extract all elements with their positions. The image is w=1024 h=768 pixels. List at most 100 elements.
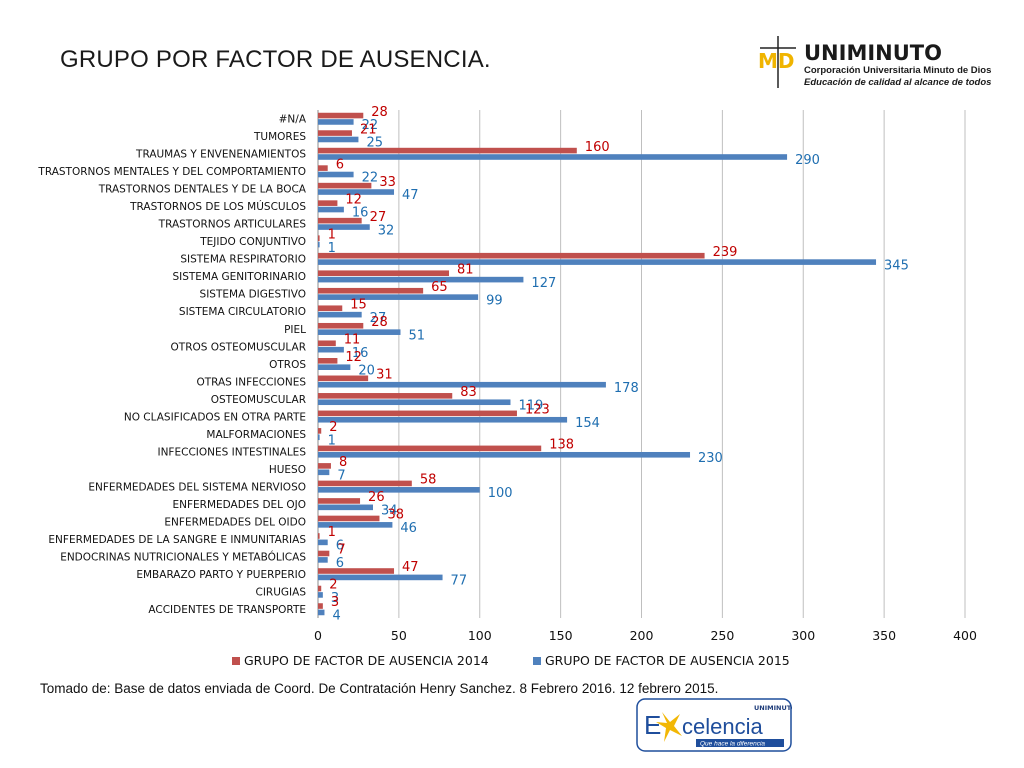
category-label: ENDOCRINAS NUTRICIONALES Y METABÓLICAS bbox=[60, 550, 306, 563]
bar-2015 bbox=[318, 557, 328, 563]
data-label-2014: 2 bbox=[329, 420, 337, 435]
category-label: INFECCIONES INTESTINALES bbox=[157, 446, 306, 458]
data-label-2014: 15 bbox=[350, 297, 367, 312]
bar-2015 bbox=[318, 259, 877, 265]
x-tick-label: 200 bbox=[630, 628, 654, 643]
bar-2014 bbox=[318, 568, 395, 574]
x-tick-label: 350 bbox=[872, 628, 896, 643]
bar-2015 bbox=[318, 136, 359, 143]
md-emblem-icon: MD bbox=[758, 36, 796, 88]
data-label-2014: 138 bbox=[549, 438, 574, 453]
x-tick-label: 250 bbox=[710, 628, 734, 643]
source-note: Tomado de: Base de datos enviada de Coor… bbox=[40, 681, 719, 696]
data-label-2015: 4 bbox=[332, 609, 340, 624]
x-tick-labels: 0 50 100 150 200 250 300 350 400 bbox=[314, 628, 977, 643]
data-label-2015: 99 bbox=[486, 293, 503, 308]
bar-2015 bbox=[318, 487, 480, 493]
bar-2014 bbox=[318, 533, 320, 539]
data-label-2015: 16 bbox=[352, 346, 369, 361]
bar-2015 bbox=[318, 574, 443, 581]
bar-2015 bbox=[318, 224, 370, 230]
bar-2015 bbox=[318, 381, 606, 388]
bar-2014 bbox=[318, 585, 322, 592]
data-label-2015: 230 bbox=[698, 451, 723, 466]
data-label-2015: 16 bbox=[352, 206, 369, 221]
data-label-2014: 83 bbox=[460, 385, 477, 400]
bar-2014 bbox=[318, 463, 331, 469]
legend: GRUPO DE FACTOR DE AUSENCIA 2014 GRUPO DE… bbox=[232, 653, 790, 668]
data-label-2015: 6 bbox=[336, 539, 344, 554]
data-label-2014: 12 bbox=[345, 192, 362, 207]
logo-line2: Educación de calidad al alcance de todos bbox=[804, 77, 991, 88]
category-label: NO CLASIFICADOS EN OTRA PARTE bbox=[124, 411, 306, 423]
category-label: TRASTORNOS DE LOS MÚSCULOS bbox=[129, 200, 306, 213]
bar-2015 bbox=[318, 189, 395, 195]
excelencia-rest: celencia bbox=[682, 714, 763, 739]
logo-mark-text: MD bbox=[758, 49, 795, 73]
category-label: OTROS OSTEOMUSCULAR bbox=[171, 341, 306, 353]
bar-2014 bbox=[318, 498, 361, 504]
data-label-2014: 7 bbox=[337, 543, 345, 558]
bar-2015 bbox=[318, 154, 788, 160]
x-tick-label: 150 bbox=[549, 628, 573, 643]
data-label-2014: 160 bbox=[585, 140, 610, 155]
bar-2014 bbox=[318, 428, 322, 434]
data-label-2014: 28 bbox=[371, 105, 388, 120]
data-label-2015: 154 bbox=[575, 416, 600, 431]
bar-2015 bbox=[318, 294, 479, 300]
category-label: SISTEMA CIRCULATORIO bbox=[179, 306, 306, 318]
data-label-2015: 47 bbox=[402, 188, 419, 203]
bar-2015 bbox=[318, 119, 354, 125]
data-label-2014: 47 bbox=[402, 560, 419, 575]
bar-2015 bbox=[318, 434, 320, 441]
x-tick-label: 0 bbox=[314, 628, 322, 643]
bar-2015 bbox=[318, 451, 691, 458]
bar-2014 bbox=[318, 200, 338, 206]
category-label: SISTEMA DIGESTIVO bbox=[200, 289, 306, 301]
data-label-2015: 119 bbox=[518, 398, 543, 413]
logo-line1: Corporación Universitaria Minuto de Dios bbox=[804, 65, 991, 76]
x-tick-label: 50 bbox=[391, 628, 407, 643]
category-label: OTRAS INFECCIONES bbox=[196, 376, 306, 388]
bar-2014 bbox=[318, 322, 364, 329]
data-label-2015: 6 bbox=[336, 556, 344, 571]
bar-2014 bbox=[318, 603, 323, 609]
category-label: OSTEOMUSCULAR bbox=[211, 394, 306, 406]
legend-label-2015: GRUPO DE FACTOR DE AUSENCIA 2015 bbox=[545, 653, 790, 668]
category-label: CIRUGIAS bbox=[256, 587, 307, 599]
data-label-2014: 239 bbox=[713, 245, 738, 260]
data-label-2014: 3 bbox=[331, 595, 339, 610]
data-label-2015: 178 bbox=[614, 381, 639, 396]
excelencia-tagline: Que hace la diferencia bbox=[700, 741, 765, 748]
category-label: TRAUMAS Y ENVENENAMIENTOS bbox=[135, 149, 306, 161]
bar-2015 bbox=[318, 311, 362, 318]
bar-2014 bbox=[318, 252, 705, 259]
bar-2015 bbox=[318, 346, 344, 353]
data-label-2014: 21 bbox=[360, 122, 377, 137]
bar-2015 bbox=[318, 469, 330, 476]
data-label-2015: 77 bbox=[451, 574, 468, 589]
category-label: OTROS bbox=[269, 359, 306, 371]
bar-2015 bbox=[318, 399, 511, 406]
data-label-2014: 1 bbox=[328, 227, 336, 242]
category-label: HUESO bbox=[269, 464, 306, 476]
bar-2014 bbox=[318, 217, 362, 224]
bar-2015 bbox=[318, 592, 323, 598]
bar-2014 bbox=[318, 410, 517, 417]
category-label: EMBARAZO PARTO Y PUERPERIO bbox=[136, 569, 306, 581]
data-label-2015: 1 bbox=[328, 241, 336, 256]
data-label-2015: 32 bbox=[378, 223, 395, 238]
data-label-2015: 46 bbox=[400, 521, 417, 536]
data-label-2015: 345 bbox=[884, 258, 909, 273]
excelencia-logo: UNIMINUTO E celencia Que hace la diferen… bbox=[636, 698, 792, 752]
legend-swatch-2015 bbox=[533, 657, 541, 665]
bar-2014 bbox=[318, 112, 364, 119]
bar-2014 bbox=[318, 270, 450, 277]
data-label-2014: 81 bbox=[457, 262, 474, 277]
data-label-2015: 7 bbox=[337, 469, 345, 484]
bar-2015 bbox=[318, 206, 344, 213]
data-label-2015: 290 bbox=[795, 153, 820, 168]
data-label-2015: 25 bbox=[366, 136, 383, 151]
bar-2014 bbox=[318, 287, 424, 294]
bar-2014 bbox=[318, 235, 320, 241]
